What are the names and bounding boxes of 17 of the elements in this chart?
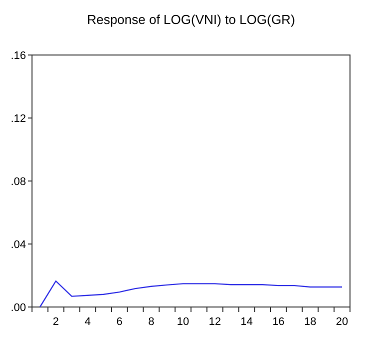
x-tick-label: 10 bbox=[176, 316, 190, 328]
y-tick-label: .16 bbox=[10, 50, 26, 62]
x-tick-label: 8 bbox=[148, 316, 154, 328]
x-tick-label: 6 bbox=[116, 316, 123, 328]
x-tick-label: 20 bbox=[336, 316, 348, 328]
x-tick-label: 12 bbox=[208, 316, 221, 328]
x-tick-label: 4 bbox=[84, 316, 91, 328]
x-tick-label: 18 bbox=[304, 316, 316, 328]
y-tick-label: .04 bbox=[10, 238, 26, 251]
y-tick-label: .12 bbox=[10, 112, 26, 125]
x-tick-label: 2 bbox=[52, 316, 59, 328]
y-tick-label: .00 bbox=[10, 302, 26, 314]
chart-title: Response of LOG(VNI) to LOG(GR) bbox=[86, 12, 296, 27]
y-tick-label: .08 bbox=[10, 176, 26, 188]
x-tick-label: 16 bbox=[272, 316, 285, 328]
x-tick-label: 14 bbox=[240, 316, 253, 328]
line-series bbox=[39, 280, 343, 308]
